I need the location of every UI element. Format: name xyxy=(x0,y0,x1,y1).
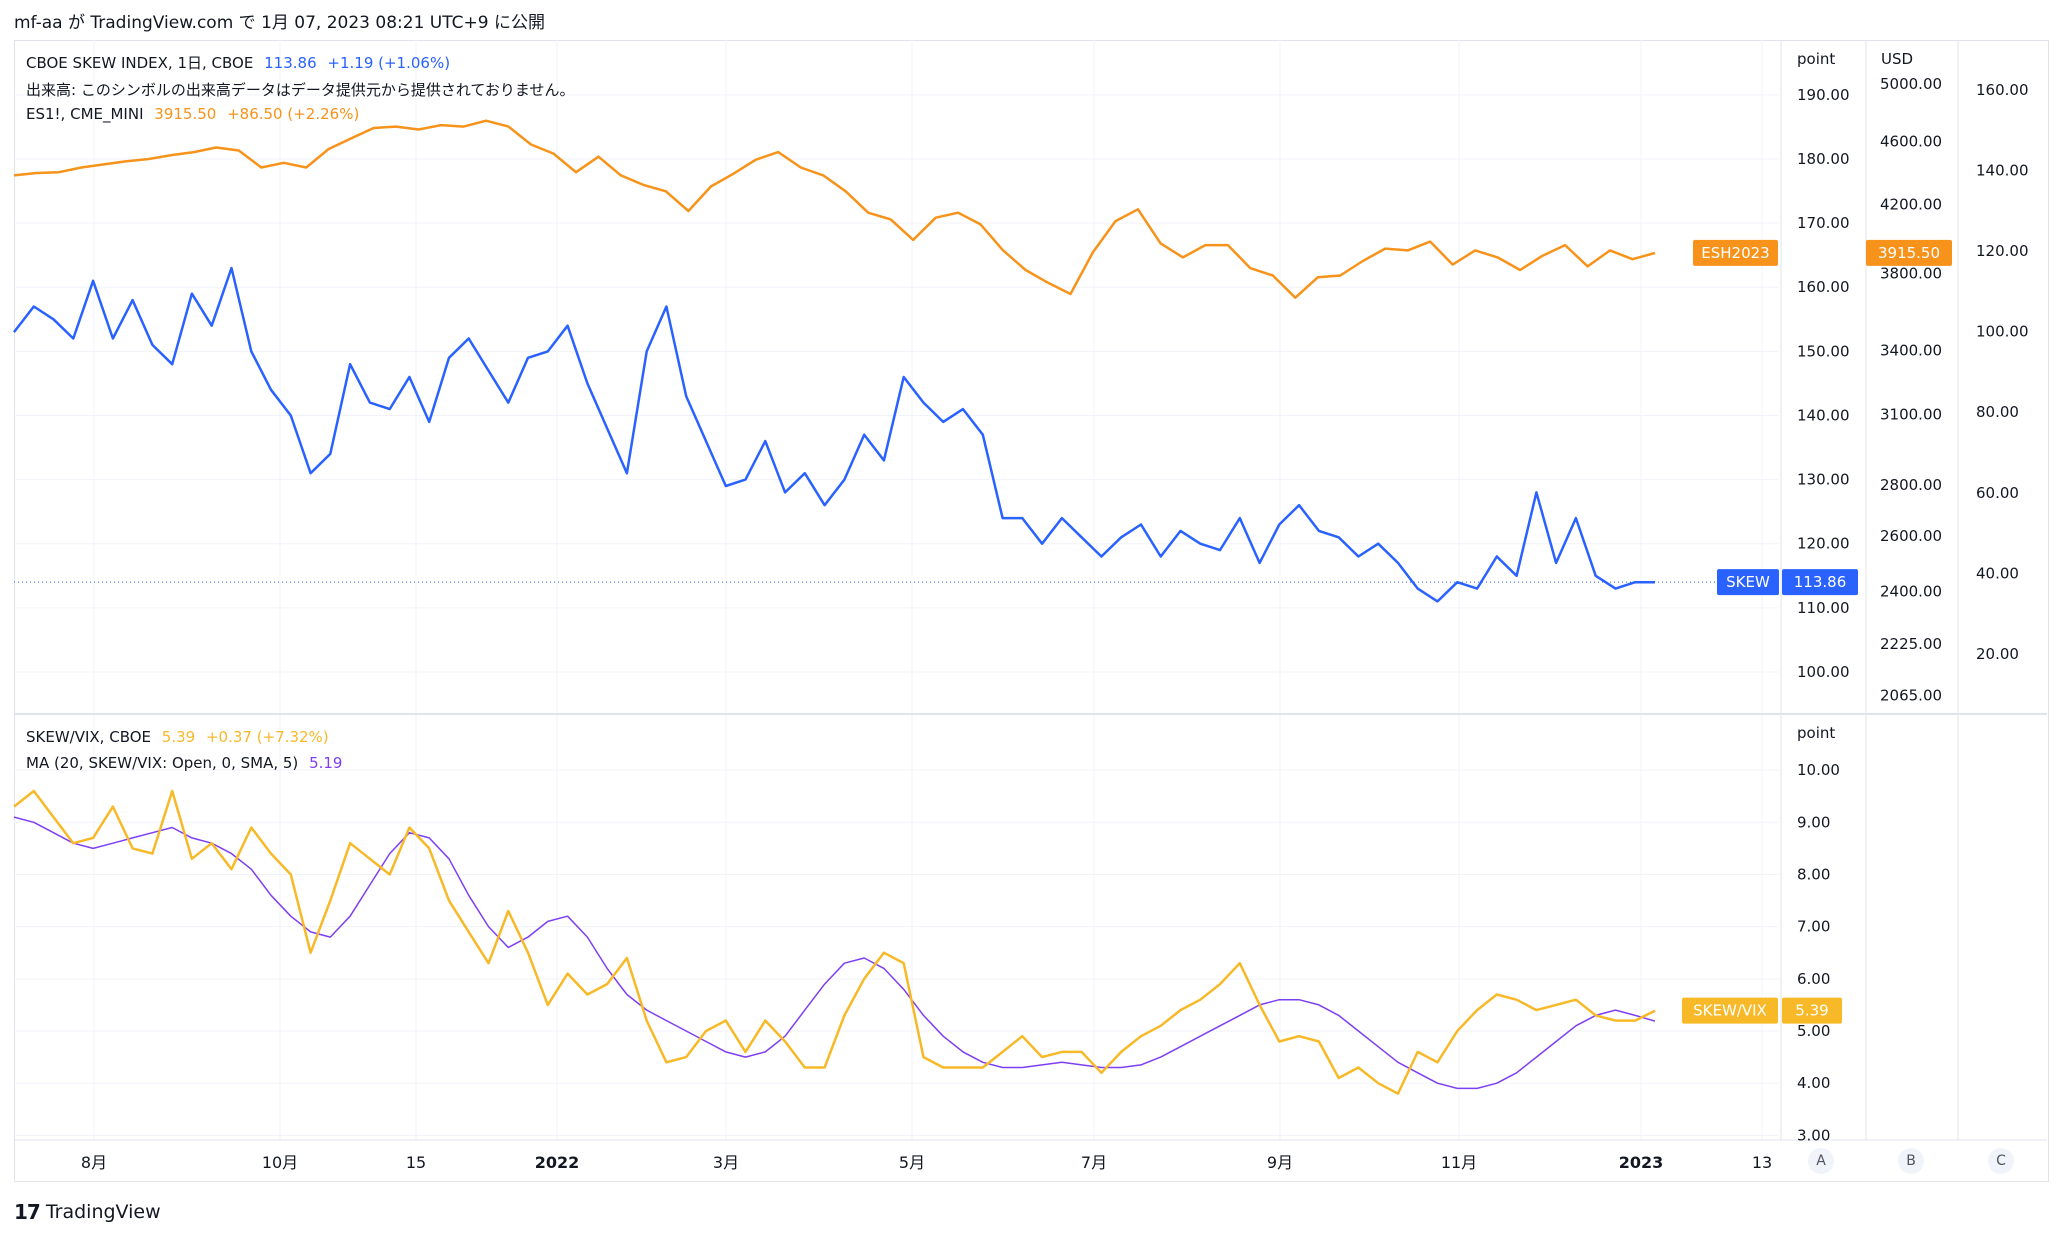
time-tick-label: 2023 xyxy=(1619,1153,1664,1172)
time-axis: 8月 10月 15 2022 3月 5月 7月 9月 11月 2023 13 xyxy=(81,1153,1772,1172)
badge-esh-value-bg xyxy=(1866,239,1952,266)
badge-skew-value: 113.86 xyxy=(1794,573,1847,591)
legend-es-name: ES1!, CME_MINI xyxy=(26,105,144,123)
time-tick-label: 5月 xyxy=(899,1153,925,1172)
badge-skew-label-bg xyxy=(1717,569,1779,596)
point-tick-label: 190.00 xyxy=(1797,86,1850,104)
legend-es-change: +86.50 (+2.26%) xyxy=(227,105,360,123)
badge-ratio-label: SKEW/VIX xyxy=(1693,1002,1767,1020)
third-tick-label: 100.00 xyxy=(1976,323,2029,341)
badge-ratio-value: 5.39 xyxy=(1795,1002,1828,1020)
usd-tick-label: 2225.00 xyxy=(1880,635,1942,653)
badge-esh-value: 3915.50 xyxy=(1878,244,1940,262)
usd-tick-label: 3400.00 xyxy=(1880,342,1942,360)
badge-esh-label: ESH2023 xyxy=(1701,244,1769,262)
third-tick-label: 160.00 xyxy=(1976,81,2029,99)
third-tick-label: 40.00 xyxy=(1976,564,2019,582)
usd-tick-label: 2400.00 xyxy=(1880,583,1942,601)
usd-tick-label: 2065.00 xyxy=(1880,687,1942,705)
price-axes: 100.00 110.00 120.00 130.00 140.00 150.00 160.… xyxy=(1797,75,2029,1145)
bottom-point-tick-label: 8.00 xyxy=(1797,865,1830,883)
time-tick-label: 7月 xyxy=(1081,1153,1107,1172)
bottom-point-tick-label: 7.00 xyxy=(1797,918,1830,936)
badge-skew-value-bg xyxy=(1782,569,1858,596)
top-point-axis-title: point xyxy=(1797,50,1836,68)
tradingview-logo-icon: 17 xyxy=(14,1200,41,1224)
point-tick-label: 150.00 xyxy=(1797,342,1850,360)
grid-lines xyxy=(14,40,1778,1140)
third-tick-label: 20.00 xyxy=(1976,645,2019,663)
usd-tick-label: 3800.00 xyxy=(1880,265,1942,283)
point-tick-label: 130.00 xyxy=(1797,471,1850,489)
legend-ma[interactable]: MA (20, SKEW/VIX: Open, 0, SMA, 5) 5.19 xyxy=(26,754,348,772)
point-tick-label: 100.00 xyxy=(1797,663,1850,681)
point-tick-label: 140.00 xyxy=(1797,406,1850,424)
point-tick-label: 170.00 xyxy=(1797,214,1850,232)
third-tick-label: 60.00 xyxy=(1976,484,2019,502)
chart-frame xyxy=(14,40,2049,1182)
point-tick-label: 120.00 xyxy=(1797,535,1850,553)
third-tick-label: 120.00 xyxy=(1976,242,2029,260)
scale-button-b[interactable]: B xyxy=(1898,1148,1924,1174)
usd-tick-label: 2600.00 xyxy=(1880,527,1942,545)
ma-series-line xyxy=(13,816,1656,1090)
time-tick-label: 3月 xyxy=(713,1153,739,1172)
tradingview-brand: TradingView xyxy=(45,1201,161,1223)
time-tick-label: 13 xyxy=(1752,1153,1772,1172)
time-tick-label: 8月 xyxy=(81,1153,107,1172)
third-tick-label: 80.00 xyxy=(1976,403,2019,421)
legend-ratio-value: 5.39 xyxy=(161,728,196,746)
skew-series-line xyxy=(13,266,1655,603)
usd-tick-label: 4200.00 xyxy=(1880,195,1942,213)
tradingview-footer[interactable]: 17 TradingView xyxy=(14,1200,161,1224)
legend-ratio[interactable]: SKEW/VIX, CBOE 5.39 +0.37 (+7.32%) xyxy=(26,728,335,746)
usd-tick-label: 3100.00 xyxy=(1880,405,1942,423)
time-tick-label: 11月 xyxy=(1441,1153,1477,1172)
point-tick-label: 180.00 xyxy=(1797,150,1850,168)
price-badges: ESH2023 3915.50 SKEW 113.86 SKEW/VIX 5.39 xyxy=(1682,239,1952,1024)
publish-header: mf-aa が TradingView.com で 1月 07, 2023 08… xyxy=(14,13,545,33)
ratio-series-line xyxy=(13,789,1656,1095)
time-tick-label: 15 xyxy=(406,1153,426,1172)
time-tick-label: 10月 xyxy=(262,1153,298,1172)
time-tick-label: 9月 xyxy=(1267,1153,1293,1172)
es-series-line xyxy=(13,119,1656,299)
bottom-point-tick-label: 9.00 xyxy=(1797,813,1830,831)
legend-ratio-change: +0.37 (+7.32%) xyxy=(205,728,329,746)
badge-ratio-value-bg xyxy=(1782,997,1842,1024)
third-tick-label: 140.00 xyxy=(1976,161,2029,179)
bottom-point-tick-label: 6.00 xyxy=(1797,970,1830,988)
top-usd-axis-title: USD xyxy=(1881,50,1914,68)
point-tick-label: 110.00 xyxy=(1797,599,1850,617)
legend-es[interactable]: ES1!, CME_MINI 3915.50 +86.50 (+2.26%) xyxy=(26,105,365,123)
time-tick-label: 2022 xyxy=(535,1153,580,1172)
badge-skew-label: SKEW xyxy=(1726,573,1770,591)
legend-ma-value: 5.19 xyxy=(309,754,343,772)
bottom-point-tick-label: 5.00 xyxy=(1797,1022,1830,1040)
legend-skew-name: CBOE SKEW INDEX, 1日, CBOE xyxy=(26,54,254,72)
series-layer xyxy=(13,119,1778,1095)
point-tick-label: 160.00 xyxy=(1797,278,1850,296)
legend-es-value: 3915.50 xyxy=(154,105,217,123)
bottom-point-axis-title: point xyxy=(1797,724,1836,742)
usd-tick-label: 2800.00 xyxy=(1880,476,1942,494)
legend-volume-note: 出来高: このシンボルの出来高データはデータ提供元から提供されておりません。 xyxy=(26,81,575,99)
pane-dividers xyxy=(14,40,2047,1141)
bottom-point-tick-label: 4.00 xyxy=(1797,1074,1830,1092)
badge-ratio-label-bg xyxy=(1682,997,1778,1024)
bottom-point-tick-label: 10.00 xyxy=(1797,761,1840,779)
legend-skew-value: 113.86 xyxy=(264,54,317,72)
badge-esh-label-bg xyxy=(1693,239,1778,266)
usd-tick-label: 5000.00 xyxy=(1880,75,1942,93)
bottom-point-tick-label: 3.00 xyxy=(1797,1126,1830,1144)
legend-skew-change: +1.19 (+1.06%) xyxy=(327,54,451,72)
legend-ratio-name: SKEW/VIX, CBOE xyxy=(26,728,152,746)
scale-button-a[interactable]: A xyxy=(1808,1148,1834,1174)
legend-ma-name: MA (20, SKEW/VIX: Open, 0, SMA, 5) xyxy=(26,754,299,772)
legend-skew[interactable]: CBOE SKEW INDEX, 1日, CBOE 113.86 +1.19 (… xyxy=(26,52,456,73)
usd-tick-label: 4600.00 xyxy=(1880,132,1942,150)
scale-button-c[interactable]: C xyxy=(1988,1148,2014,1174)
